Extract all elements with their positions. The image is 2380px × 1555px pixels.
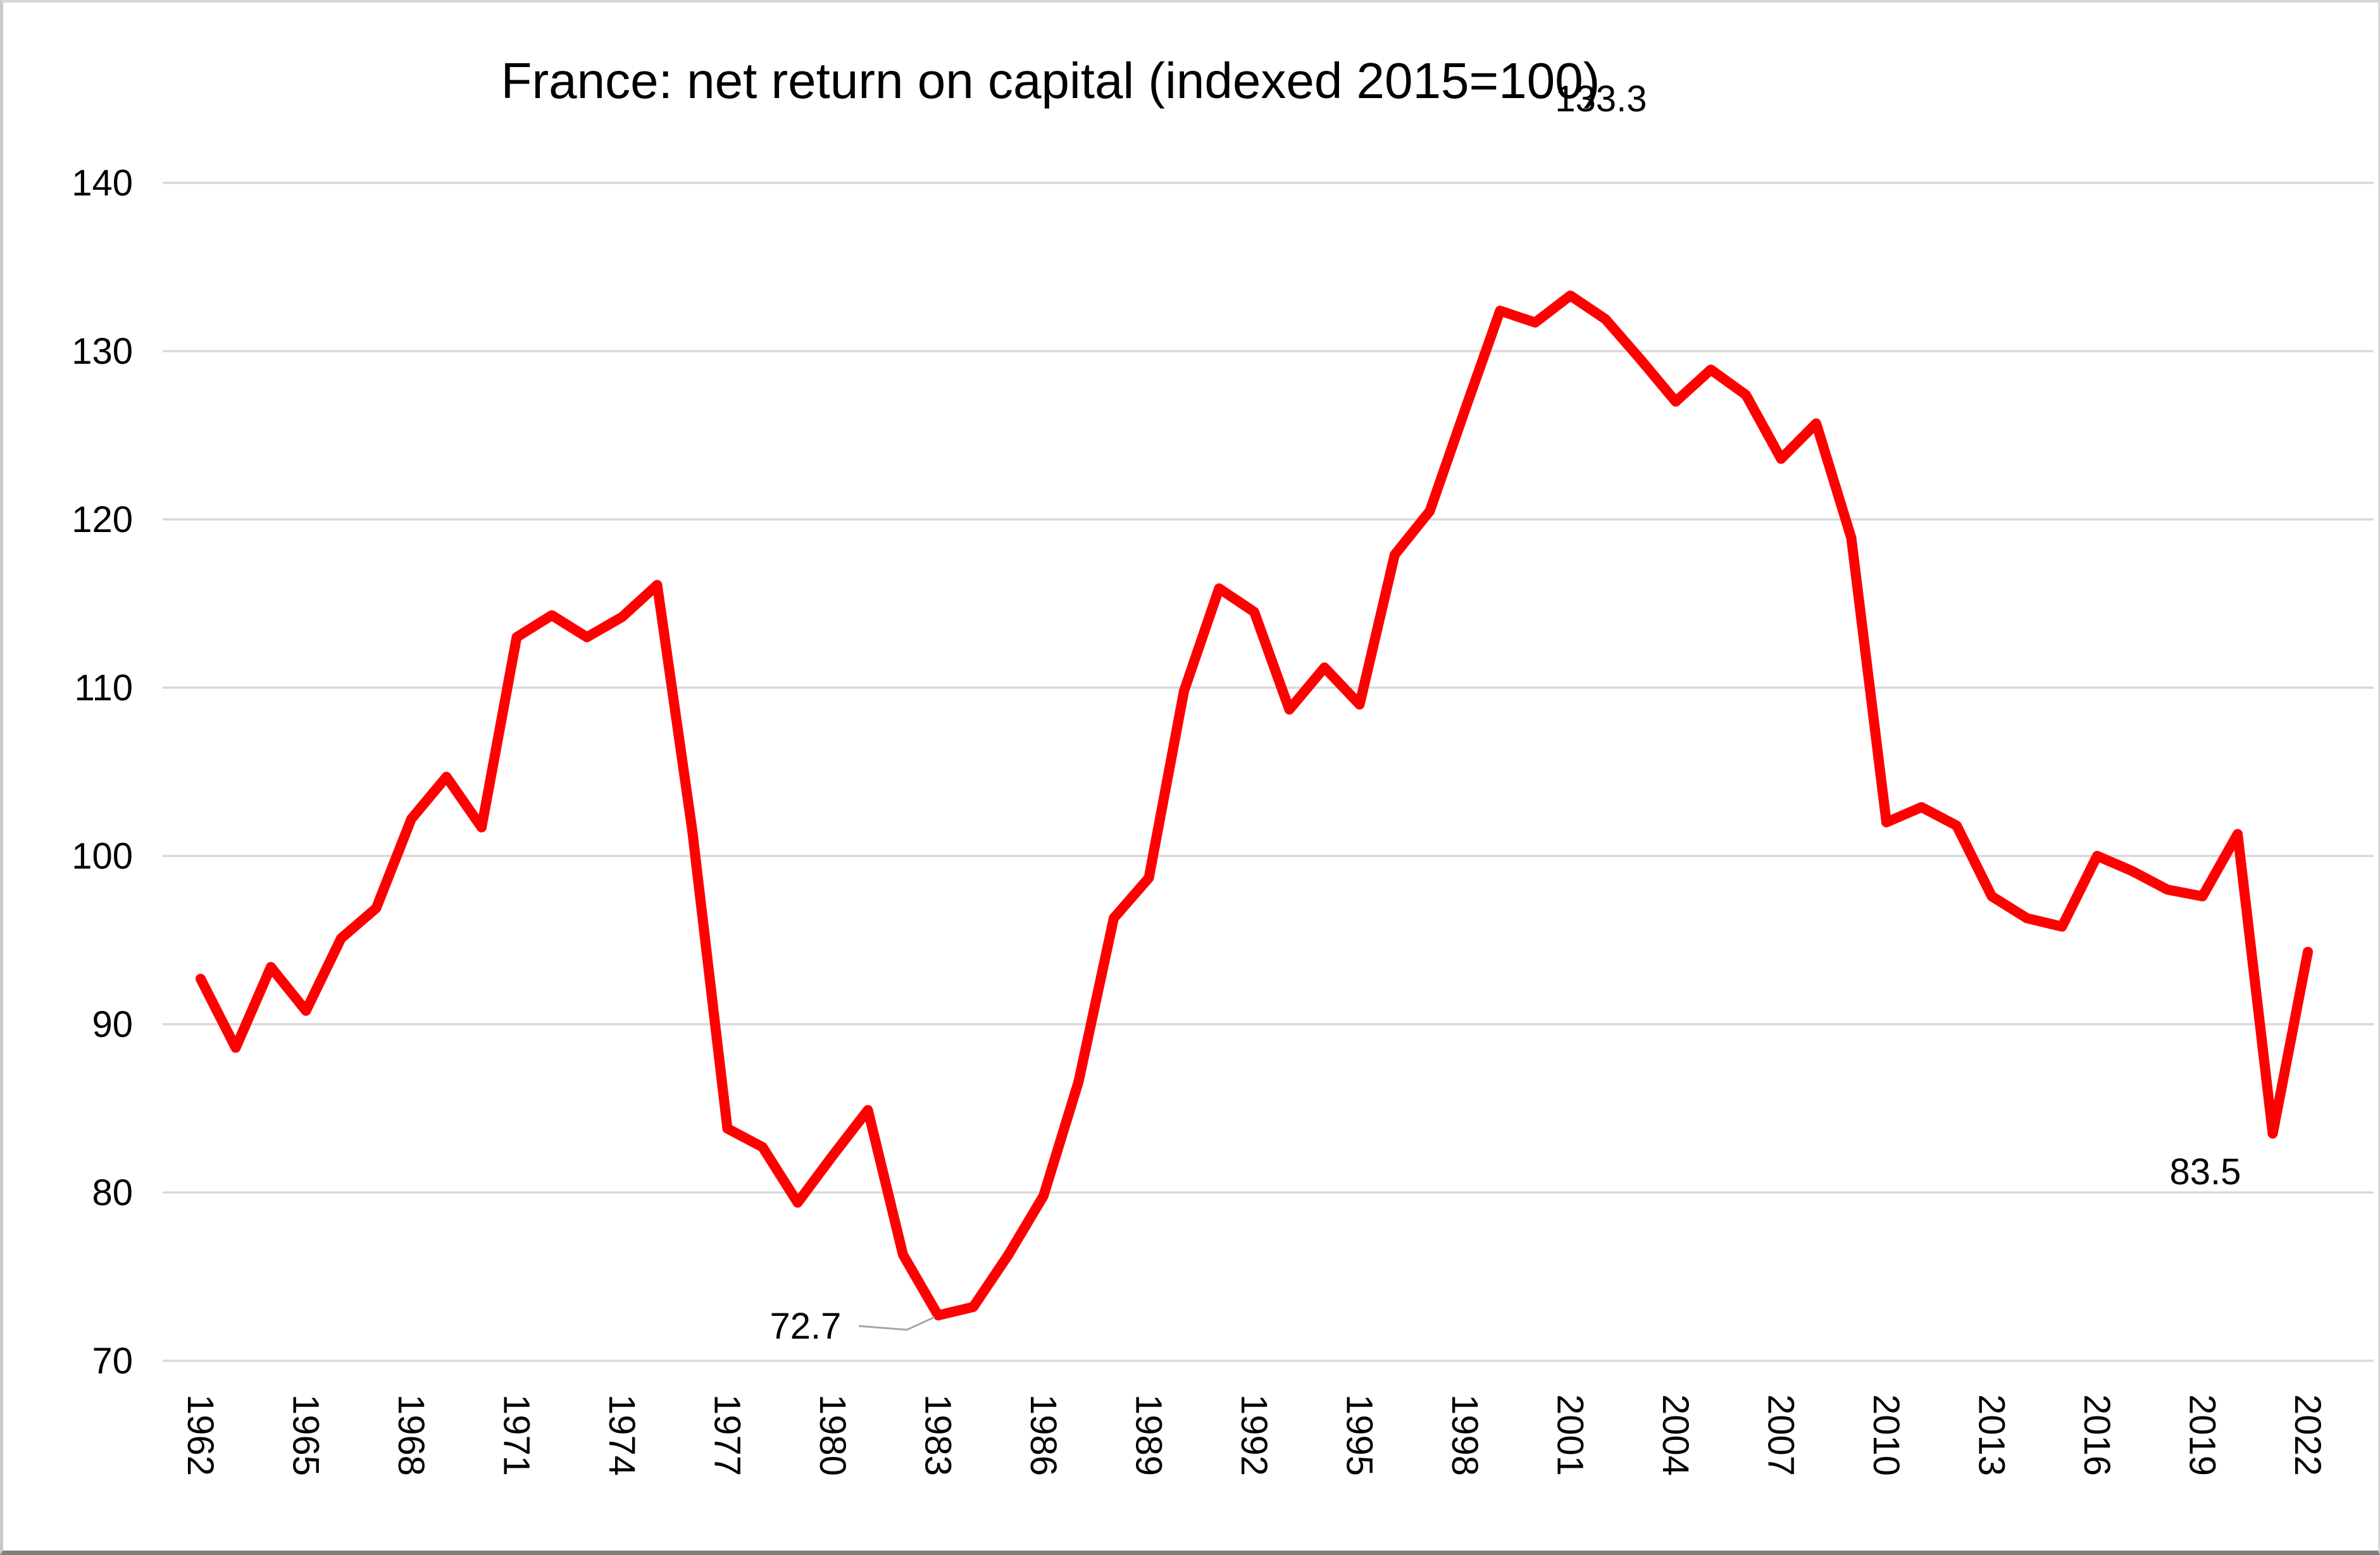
x-axis-label-2010: 2010 [1866,1394,1907,1476]
x-axis-label-1983: 1983 [918,1394,959,1476]
x-axis-label-1995: 1995 [1339,1394,1380,1476]
x-axis-label-1998: 1998 [1444,1394,1485,1476]
x-axis-label-1989: 1989 [1128,1394,1169,1476]
y-axis-label-80: 80 [92,1172,133,1213]
y-axis-label-70: 70 [92,1341,133,1382]
y-axis-label-100: 100 [72,836,133,877]
x-axis-label-2007: 2007 [1760,1394,1802,1476]
line-chart-canvas: 70 80 90 100 110 120 130 140 1962 1965 1968 1971 197… [72,78,2374,1476]
y-axis-label-140: 140 [72,163,133,204]
x-axis-label-1980: 1980 [812,1394,853,1476]
x-axis-label-2001: 2001 [1550,1394,1591,1476]
x-axis-label-2022: 2022 [2287,1394,2328,1476]
x-axis-label-1962: 1962 [180,1394,221,1476]
data-label-1983: 72.7 [770,1306,842,1347]
x-axis-label-2013: 2013 [1971,1394,2012,1476]
chart-title: France: net return on capital (indexed 2… [501,53,1600,109]
data-label-2001: 133.3 [1555,78,1647,120]
x-axis-label-1974: 1974 [601,1394,642,1476]
x-axis-label-1965: 1965 [285,1394,327,1476]
x-axis-label-2016: 2016 [2076,1394,2117,1476]
y-axis-label-130: 130 [72,331,133,372]
y-axis-label-110: 110 [75,667,133,709]
annotation-leader-1983 [858,1316,935,1331]
x-axis-label-2019: 2019 [2182,1394,2223,1476]
x-axis-label-1986: 1986 [1023,1394,1064,1476]
data-series-line-0 [196,290,2313,1321]
x-axis-label-2004: 2004 [1655,1394,1696,1476]
x-axis-label-1992: 1992 [1233,1394,1274,1476]
data-label-2021: 83.5 [2170,1151,2241,1193]
x-axis-label-1977: 1977 [707,1394,748,1476]
x-axis-label-1968: 1968 [390,1394,432,1476]
y-axis-label-90: 90 [92,1004,133,1045]
y-axis-label-120: 120 [72,499,133,540]
x-axis-label-1971: 1971 [496,1394,537,1476]
